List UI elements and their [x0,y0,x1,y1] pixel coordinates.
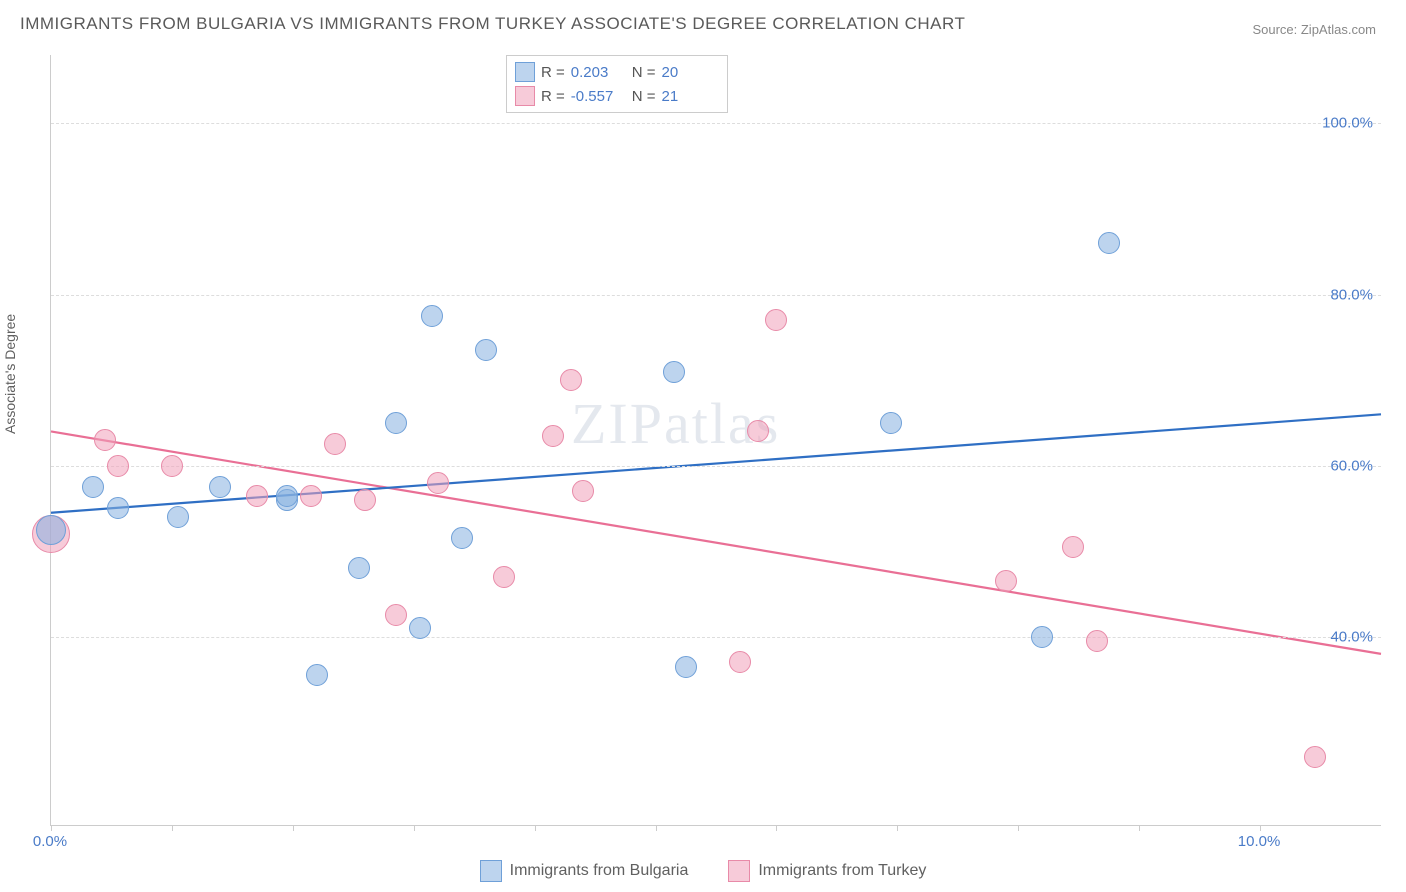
scatter-point-bulgaria[interactable] [451,527,473,549]
stat-n-label: N = [632,88,656,105]
x-tick [776,825,777,831]
scatter-point-turkey[interactable] [729,651,751,673]
scatter-point-turkey[interactable] [747,420,769,442]
scatter-point-bulgaria[interactable] [107,497,129,519]
scatter-point-bulgaria[interactable] [348,557,370,579]
x-tick [1260,825,1261,831]
scatter-point-bulgaria[interactable] [82,476,104,498]
scatter-point-turkey[interactable] [542,425,564,447]
stats-row-bulgaria: R = 0.203 N = 20 [515,60,717,84]
y-tick-label: 80.0% [1330,286,1373,303]
x-tick [1139,825,1140,831]
chart-title: IMMIGRANTS FROM BULGARIA VS IMMIGRANTS F… [20,14,965,34]
scatter-point-bulgaria[interactable] [421,305,443,327]
legend-item-turkey[interactable]: Immigrants from Turkey [728,860,926,882]
scatter-point-turkey[interactable] [560,369,582,391]
legend-label-bulgaria: Immigrants from Bulgaria [510,862,689,880]
x-tick [293,825,294,831]
gridline [51,466,1381,467]
scatter-point-bulgaria[interactable] [475,339,497,361]
scatter-point-turkey[interactable] [324,433,346,455]
bottom-legend: Immigrants from Bulgaria Immigrants from… [0,860,1406,882]
source-attribution: Source: ZipAtlas.com [1252,22,1376,37]
scatter-point-bulgaria[interactable] [1098,232,1120,254]
gridline [51,637,1381,638]
stat-r-label: R = [541,88,565,105]
scatter-point-turkey[interactable] [1062,536,1084,558]
x-tick-label: 0.0% [33,833,67,850]
scatter-point-turkey[interactable] [1304,746,1326,768]
scatter-point-turkey[interactable] [385,604,407,626]
trendlines-layer [51,55,1381,825]
gridline [51,295,1381,296]
stats-row-turkey: R = -0.557 N = 21 [515,84,717,108]
scatter-point-bulgaria[interactable] [880,412,902,434]
scatter-point-turkey[interactable] [572,480,594,502]
scatter-point-bulgaria[interactable] [276,485,298,507]
scatter-point-bulgaria[interactable] [663,361,685,383]
y-tick-label: 40.0% [1330,628,1373,645]
stat-n-turkey: 21 [662,88,717,105]
x-tick [535,825,536,831]
stat-r-bulgaria: 0.203 [571,64,626,81]
scatter-point-turkey[interactable] [161,455,183,477]
scatter-point-bulgaria[interactable] [306,664,328,686]
scatter-point-bulgaria[interactable] [385,412,407,434]
scatter-point-turkey[interactable] [1086,630,1108,652]
stats-legend-box: R = 0.203 N = 20 R = -0.557 N = 21 [506,55,728,113]
stat-r-label: R = [541,64,565,81]
scatter-point-turkey[interactable] [107,455,129,477]
gridline [51,123,1381,124]
swatch-bulgaria-icon [480,860,502,882]
stat-r-turkey: -0.557 [571,88,626,105]
scatter-point-bulgaria[interactable] [209,476,231,498]
scatter-point-turkey[interactable] [300,485,322,507]
x-tick [51,825,52,831]
scatter-point-bulgaria[interactable] [675,656,697,678]
scatter-point-bulgaria[interactable] [36,515,66,545]
scatter-point-turkey[interactable] [354,489,376,511]
scatter-point-turkey[interactable] [765,309,787,331]
swatch-turkey-icon [728,860,750,882]
stat-n-label: N = [632,64,656,81]
x-tick-label: 10.0% [1238,833,1281,850]
y-axis-label: Associate's Degree [2,314,18,434]
legend-item-bulgaria[interactable]: Immigrants from Bulgaria [480,860,689,882]
y-tick-label: 100.0% [1322,115,1373,132]
scatter-point-turkey[interactable] [995,570,1017,592]
x-tick [1018,825,1019,831]
scatter-point-bulgaria[interactable] [1031,626,1053,648]
x-tick [414,825,415,831]
legend-label-turkey: Immigrants from Turkey [758,862,926,880]
swatch-turkey-icon [515,86,535,106]
scatter-point-bulgaria[interactable] [167,506,189,528]
swatch-bulgaria-icon [515,62,535,82]
scatter-point-turkey[interactable] [94,429,116,451]
x-tick [172,825,173,831]
scatter-point-bulgaria[interactable] [409,617,431,639]
x-tick [897,825,898,831]
stat-n-bulgaria: 20 [662,64,717,81]
scatter-point-turkey[interactable] [246,485,268,507]
y-tick-label: 60.0% [1330,457,1373,474]
scatter-point-turkey[interactable] [427,472,449,494]
scatter-point-turkey[interactable] [493,566,515,588]
x-tick [656,825,657,831]
scatter-plot-area: ZIPatlas R = 0.203 N = 20 R = -0.557 N =… [50,55,1381,826]
